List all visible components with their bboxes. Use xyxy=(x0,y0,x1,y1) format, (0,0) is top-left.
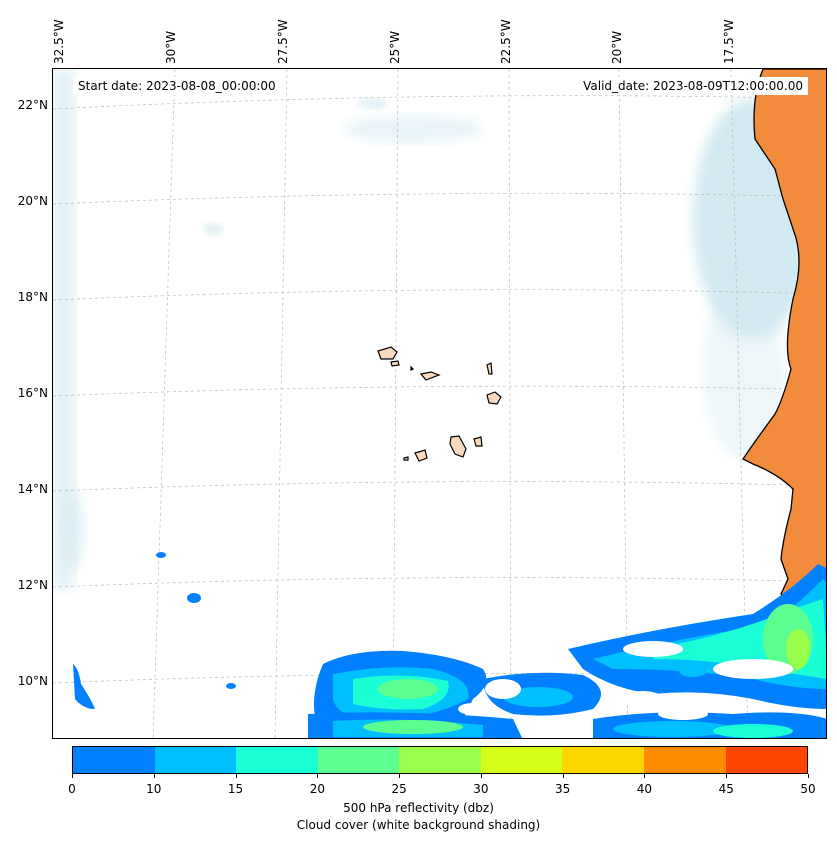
colorbar-tick-label: 35 xyxy=(555,782,571,796)
colorbar-tick-mark xyxy=(399,774,401,778)
longitude-label: 22.5°W xyxy=(499,19,513,64)
reflectivity-colorbar xyxy=(72,746,808,774)
african-coast-land xyxy=(742,69,826,615)
colorbar-tick-mark xyxy=(644,774,646,778)
map-canvas xyxy=(53,69,826,738)
longitude-label: 17.5°W xyxy=(722,19,736,64)
colorbar-swatch xyxy=(725,747,808,773)
colorbar-swatch xyxy=(317,747,400,773)
colorbar-swatch xyxy=(399,747,481,773)
latitude-label: 18°N xyxy=(17,290,48,304)
colorbar-tick-mark xyxy=(72,774,73,778)
colorbar-tick-mark xyxy=(726,774,728,778)
cape-verde-islands xyxy=(377,346,502,462)
latitude-label: 22°N xyxy=(17,98,48,112)
longitude-label: 25°W xyxy=(388,30,402,64)
colorbar-tick-label: 50 xyxy=(800,782,816,796)
longitude-label: 32.5°W xyxy=(52,19,66,64)
colorbar-swatch xyxy=(73,747,155,773)
longitude-label: 27.5°W xyxy=(276,19,290,64)
latitude-label: 10°N xyxy=(17,674,48,688)
colorbar-swatch xyxy=(643,747,726,773)
colorbar-tick-label: 20 xyxy=(309,782,325,796)
colorbar-label: 500 hPa reflectivity (dbz) xyxy=(343,801,494,815)
colorbar-tick-label: 45 xyxy=(718,782,734,796)
colorbar-tick-label: 40 xyxy=(636,782,653,796)
precip-gaps xyxy=(458,641,793,720)
colorbar-swatch xyxy=(480,747,563,773)
colorbar-tick-label: 30 xyxy=(473,782,489,796)
colorbar-tick-mark xyxy=(153,774,155,778)
colorbar-sublabel: Cloud cover (white background shading) xyxy=(296,818,541,832)
valid-date-label: Valid_date: 2023-08-09T12:00:00.00 xyxy=(578,77,808,95)
colorbar-tick-label: 15 xyxy=(227,782,244,796)
reflectivity-shading xyxy=(73,552,826,738)
map-panel: Start date: 2023-08-08_00:00:00 Valid_da… xyxy=(52,68,827,739)
colorbar-tick-mark xyxy=(317,774,319,778)
latitude-label: 14°N xyxy=(17,482,48,496)
cloud-cover-shading xyxy=(53,69,813,589)
colorbar-swatch xyxy=(562,747,644,773)
start-date-label: Start date: 2023-08-08_00:00:00 xyxy=(73,77,281,95)
colorbar-tick-mark xyxy=(808,774,809,778)
latitude-label: 20°N xyxy=(17,194,48,208)
colorbar-tick-mark xyxy=(562,774,564,778)
colorbar-tick-label: 25 xyxy=(391,782,407,796)
colorbar-swatch xyxy=(154,747,237,773)
latitude-label: 16°N xyxy=(17,386,48,400)
colorbar-tick-label: 10 xyxy=(146,782,162,796)
longitude-label: 30°W xyxy=(164,30,178,64)
colorbar-tick-mark xyxy=(235,774,237,778)
colorbar-tick-mark xyxy=(480,774,482,778)
latitude-label: 12°N xyxy=(17,578,48,592)
colorbar-swatch xyxy=(236,747,318,773)
longitude-label: 20°W xyxy=(610,30,624,64)
colorbar-tick-label: 0 xyxy=(68,782,76,796)
